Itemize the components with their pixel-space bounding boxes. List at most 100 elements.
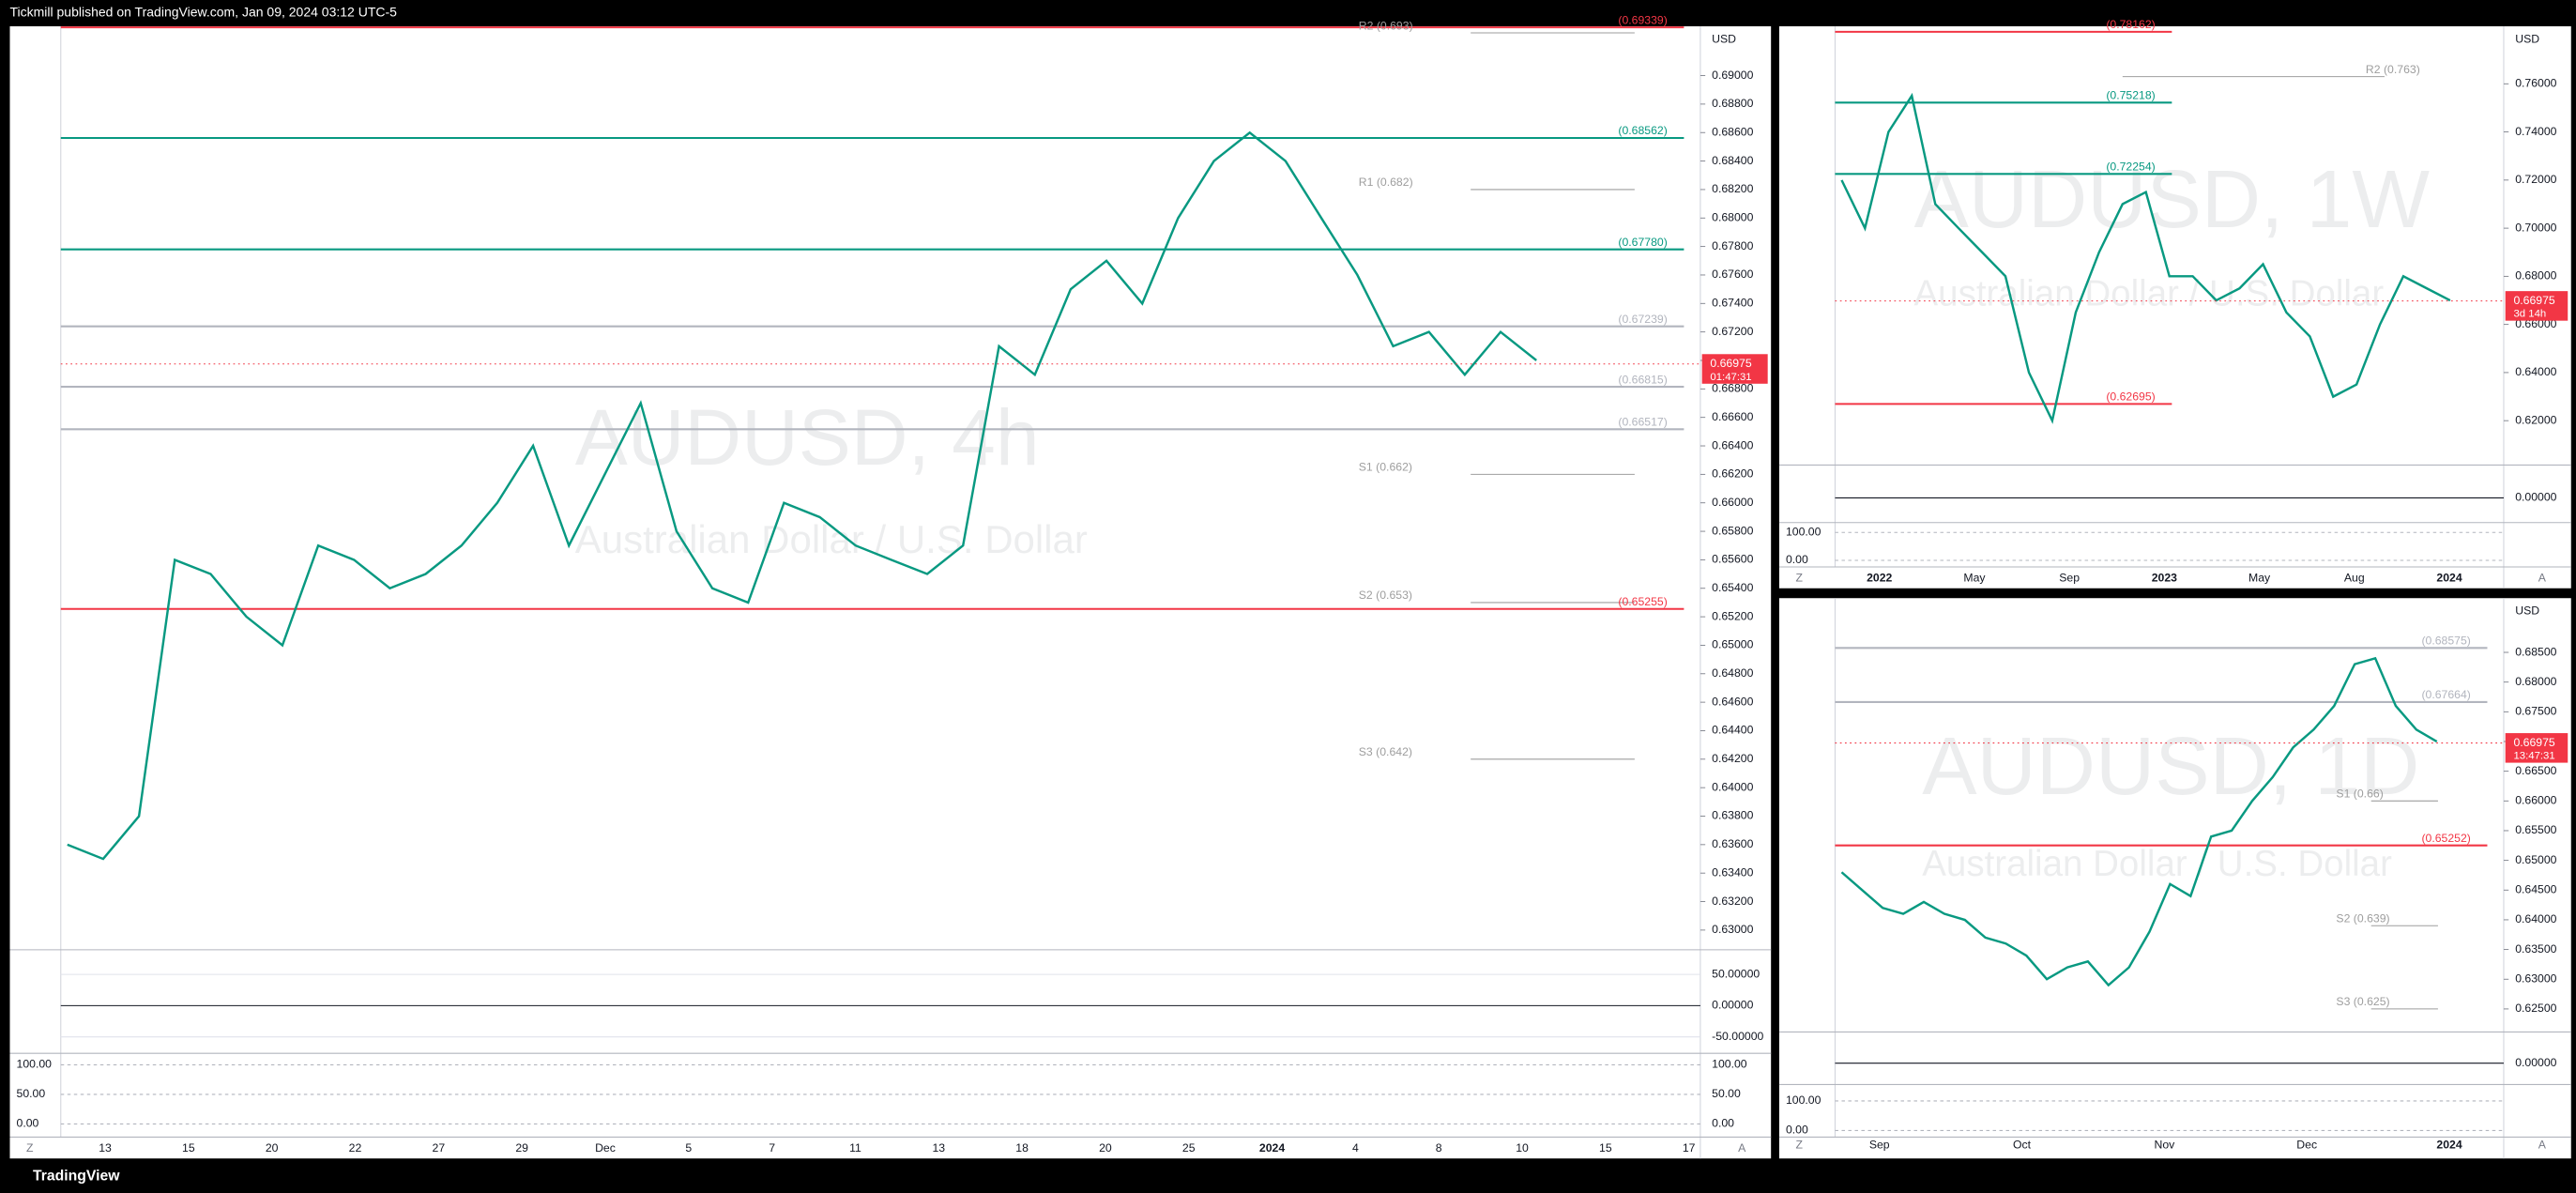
price-tick-label: 0.68600 <box>1712 125 1753 138</box>
time-label: 4 <box>1352 1141 1359 1155</box>
auto-button[interactable]: A <box>1738 1141 1746 1155</box>
price-tick-label: 0.64800 <box>1712 666 1753 680</box>
price-tick-label: 0.74000 <box>2515 125 2556 138</box>
chart-panel: USD AUDUSD, 4h Australian Dollar / U.S. Do… <box>9 13 1772 1159</box>
level-label: (0.69339) <box>1618 13 1667 26</box>
time-label: 2023 <box>2152 571 2177 584</box>
osc-tick-label: 50.00000 <box>1712 967 1760 980</box>
price-tick-label: 0.63400 <box>1712 865 1753 879</box>
level-label: (0.67664) <box>2421 688 2470 701</box>
price-tick-label: 0.63800 <box>1712 809 1753 822</box>
price-tick-label: 0.66400 <box>1712 438 1753 451</box>
price-tick-label: 0.63500 <box>2515 942 2556 956</box>
z-button[interactable]: Z <box>26 1141 34 1155</box>
price-tick-label: 0.65500 <box>2515 823 2556 836</box>
watermark-subtitle: Australian Dollar / U.S. Dollar <box>1922 844 2392 884</box>
auto-button[interactable]: A <box>2538 571 2547 584</box>
level-label: (0.65255) <box>1618 595 1667 608</box>
time-label: 20 <box>1099 1141 1112 1155</box>
auto-button[interactable]: A <box>2538 1138 2547 1151</box>
time-label: 5 <box>685 1141 692 1155</box>
osc-tick-label: 0.00000 <box>2515 491 2556 504</box>
price-tick-label: 0.68000 <box>1712 211 1753 224</box>
price-tick-label: 0.68500 <box>2515 645 2556 658</box>
price-tick-label: 0.66000 <box>2515 794 2556 807</box>
currency-label: USD <box>2515 604 2539 617</box>
time-label: 2024 <box>2436 571 2462 584</box>
price-tick-label: 0.68800 <box>1712 97 1753 110</box>
price-tag-countdown: 3d 14h <box>2513 309 2546 320</box>
price-tick-label: 0.67400 <box>1712 297 1753 310</box>
time-label: 25 <box>1182 1141 1196 1155</box>
time-label: Oct <box>2013 1138 2032 1151</box>
watermark-subtitle: Australian Dollar / U.S. Dollar <box>1913 273 2384 314</box>
panel-background <box>1778 598 2571 1159</box>
price-tag-box <box>2505 733 2568 763</box>
level-label: R2 (0.763) <box>2366 63 2420 76</box>
osc-tick-label: 0.00000 <box>1712 999 1753 1012</box>
watermark: AUDUSD, 1W <box>1913 153 2430 245</box>
z-button[interactable]: Z <box>1795 1138 1803 1151</box>
level-label: (0.68562) <box>1618 124 1667 137</box>
price-tick-label: 0.64600 <box>1712 695 1753 708</box>
price-tick-label: 0.65800 <box>1712 524 1753 537</box>
time-label: Sep <box>2059 571 2080 584</box>
time-label: 10 <box>1516 1141 1529 1155</box>
stoch-tick-label: 0.00 <box>1712 1117 1734 1130</box>
osc-tick-label: -50.00000 <box>1712 1030 1763 1043</box>
price-tick-label: 0.64000 <box>2515 912 2556 925</box>
time-label: 27 <box>433 1141 446 1155</box>
time-label: 29 <box>515 1141 528 1155</box>
time-label: 15 <box>1599 1141 1612 1155</box>
time-label: 11 <box>849 1141 861 1155</box>
price-tag-label: 0.66975 <box>2513 294 2554 307</box>
stoch-tick-label-left: 0.00 <box>1786 1124 1808 1137</box>
time-label: 17 <box>1683 1141 1696 1155</box>
level-label: (0.67239) <box>1618 313 1667 326</box>
price-line <box>67 130 1537 861</box>
price-tick-label: 0.64400 <box>1712 724 1753 737</box>
price-tag-label: 0.66975 <box>1710 357 1751 370</box>
z-button[interactable]: Z <box>1795 571 1803 584</box>
price-tick-label: 0.67600 <box>1712 268 1753 281</box>
level-label: S2 (0.653) <box>1359 589 1412 602</box>
price-line <box>1840 656 2438 987</box>
time-label: 13 <box>99 1141 112 1155</box>
osc-tick-label: 0.00000 <box>2515 1056 2556 1069</box>
time-label: May <box>2248 571 2271 584</box>
time-label: Sep <box>1869 1138 1890 1151</box>
level-label: (0.65252) <box>2421 832 2470 845</box>
price-tick-label: 0.67800 <box>1712 239 1753 252</box>
price-tick-label: 0.64200 <box>1712 752 1753 765</box>
level-label: (0.66517) <box>1618 416 1667 429</box>
price-tick-label: 0.65400 <box>1712 581 1753 594</box>
price-tick-label: 0.68000 <box>2515 269 2556 283</box>
level-label: (0.72254) <box>2106 161 2155 174</box>
price-line <box>1840 92 2451 424</box>
level-label: S3 (0.625) <box>2336 995 2389 1008</box>
level-label: S3 (0.642) <box>1359 745 1412 758</box>
time-label: Dec <box>2296 1138 2317 1151</box>
stoch-tick-label: 100.00 <box>1712 1058 1747 1071</box>
price-tick-label: 0.69000 <box>1712 69 1753 82</box>
brand-footer: TradingView <box>33 1169 120 1185</box>
price-tick-label: 0.72000 <box>2515 173 2556 186</box>
price-tick-label: 0.68000 <box>2515 675 2556 688</box>
price-tag-countdown: 13:47:31 <box>2513 751 2554 762</box>
price-tick-label: 0.68400 <box>1712 154 1753 167</box>
price-tag-box <box>1701 354 1768 384</box>
price-tag-box <box>2505 291 2568 321</box>
stoch-tick-label-left: 100.00 <box>17 1058 53 1071</box>
time-label: Dec <box>595 1141 616 1155</box>
price-tick-label: 0.62000 <box>2515 413 2556 426</box>
panel-background <box>9 26 1772 1159</box>
level-label: (0.68575) <box>2421 635 2470 648</box>
time-label: 13 <box>932 1141 945 1155</box>
price-tick-label: 0.67200 <box>1712 325 1753 338</box>
price-tick-label: 0.64000 <box>1712 780 1753 793</box>
price-tick-label: 0.66500 <box>2515 764 2556 777</box>
level-label: R1 (0.682) <box>1359 176 1413 189</box>
